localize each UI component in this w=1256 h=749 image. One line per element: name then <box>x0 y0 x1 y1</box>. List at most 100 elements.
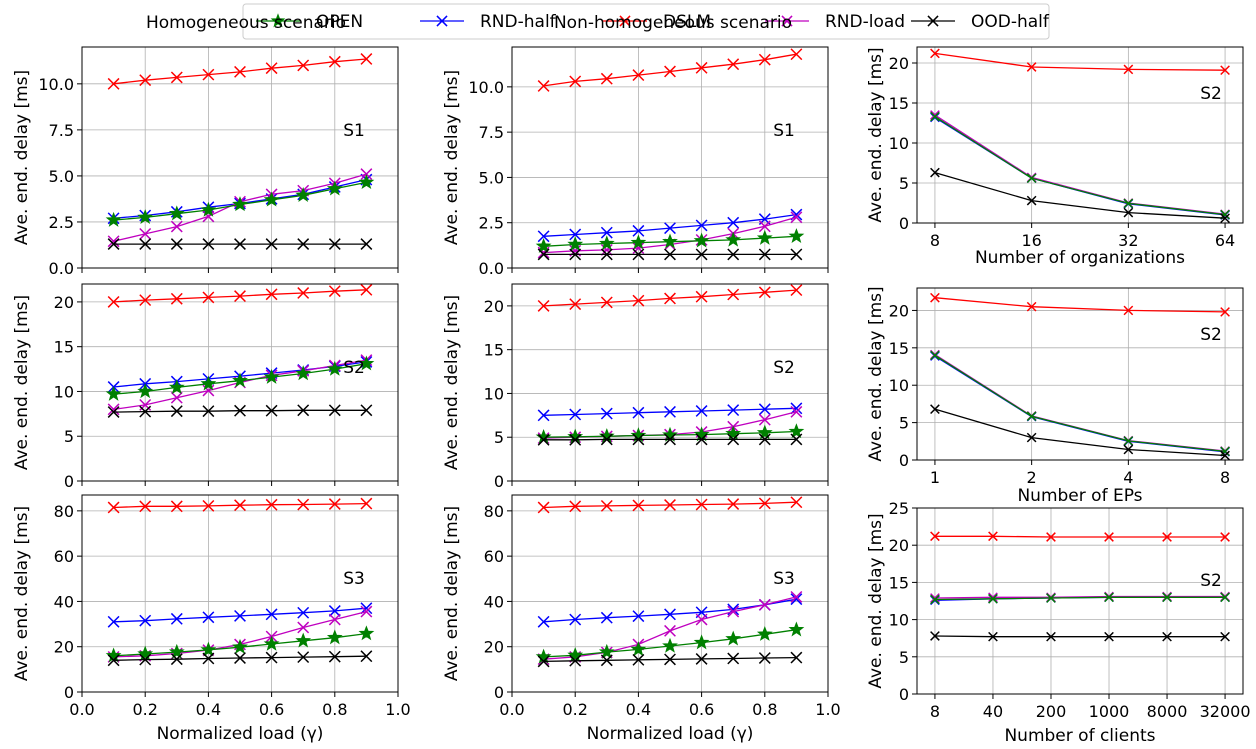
data-point <box>695 653 708 665</box>
series-rnd-half <box>107 602 373 628</box>
data-point <box>1026 411 1037 422</box>
y-tick-label: 5 <box>64 427 74 446</box>
data-point <box>758 652 771 664</box>
x-tick-label: 0.4 <box>626 700 651 719</box>
x-tick-label: 4 <box>1123 468 1133 487</box>
data-point <box>1220 213 1230 224</box>
x-tick-label: 8 <box>930 231 940 250</box>
data-point <box>170 653 183 666</box>
data-point <box>930 631 940 641</box>
data-point <box>632 294 645 307</box>
series-line <box>543 53 797 87</box>
axes-frame <box>81 46 399 269</box>
series-rnd-half <box>537 208 803 243</box>
data-point <box>569 433 582 446</box>
axes-frame <box>916 507 1244 695</box>
data-point <box>234 609 246 622</box>
data-point <box>788 621 805 637</box>
data-point <box>535 237 552 253</box>
grid <box>82 47 398 269</box>
data-point <box>105 211 122 227</box>
plot-hom-s2: 0 5 10 15 20 Ave. end. delay [ms] S2 <box>12 283 399 491</box>
data-point <box>1162 631 1172 642</box>
legend: OPEN RND-half DSLM RND-load OOD-half <box>242 3 1050 40</box>
series-ood-half <box>537 433 803 446</box>
data-point <box>263 191 280 207</box>
data-point <box>295 186 312 202</box>
series-ood-half <box>537 651 803 668</box>
data-point <box>537 80 550 92</box>
series-open <box>535 423 805 444</box>
data-point <box>695 219 708 232</box>
data-point <box>202 291 215 304</box>
legend-label: OOD-half <box>971 12 1050 32</box>
x-tick-label: 0.0 <box>69 700 94 719</box>
data-point <box>664 65 676 78</box>
data-point <box>328 650 341 663</box>
data-point <box>569 500 582 513</box>
data-point <box>758 248 771 261</box>
legend-marker <box>781 15 793 27</box>
series-line <box>934 116 1226 216</box>
data-point <box>1046 631 1056 642</box>
series-dslm <box>107 283 373 308</box>
data-point <box>569 228 582 241</box>
x-axis-label: Normalized load (γ) <box>587 724 754 744</box>
data-point <box>139 405 152 418</box>
data-point <box>695 248 708 261</box>
data-point <box>139 294 152 307</box>
series-line <box>934 171 1226 219</box>
x-tick-label: 8000 <box>1147 702 1188 721</box>
y-tick-label: 60 <box>54 547 74 566</box>
data-point <box>600 499 613 512</box>
data-point <box>265 288 278 301</box>
series-open <box>535 228 805 253</box>
data-point <box>790 590 803 603</box>
y-tick-label: 20 <box>484 638 504 657</box>
data-point <box>202 499 215 512</box>
data-point <box>695 61 708 74</box>
data-point <box>664 608 676 621</box>
data-point <box>360 168 373 181</box>
data-point <box>758 53 771 66</box>
series-rnd-half <box>537 402 803 422</box>
data-point <box>664 405 676 418</box>
series-open <box>535 621 805 664</box>
legend-label: RND-load <box>825 12 905 32</box>
grid <box>512 284 828 482</box>
y-axis-label: Ave. end. delay [ms] <box>12 295 32 470</box>
y-axis-label: Ave. end. delay [ms] <box>12 506 32 681</box>
series-rnd-half <box>537 593 803 628</box>
plot-hom-s3: 0 20 40 60 80 0.0 0.2 0.4 0.6 0.8 1.0 Ave. end. del… <box>12 494 411 744</box>
data-point <box>727 433 740 446</box>
y-tick-label: 0 <box>899 214 909 233</box>
data-point <box>234 290 246 303</box>
data-point <box>725 231 742 247</box>
data-point <box>170 238 183 250</box>
data-point <box>600 226 613 239</box>
x-axis-label: Normalized load (γ) <box>157 724 324 744</box>
data-point <box>630 234 647 250</box>
data-point <box>930 167 940 178</box>
data-point <box>632 499 645 512</box>
series-ood-half <box>107 650 373 667</box>
y-tick-label: 15 <box>889 339 909 358</box>
y-axis-label: Ave. end. delay [ms] <box>866 286 886 461</box>
series-line <box>934 535 1226 538</box>
series-rnd-half <box>930 112 1230 220</box>
data-point <box>600 248 613 261</box>
series-line <box>934 408 1226 457</box>
data-point <box>664 292 676 305</box>
plot-nonhom-s2: 0 5 10 15 20 Ave. end. delay [ms] S2 <box>442 283 829 491</box>
data-point <box>234 652 246 664</box>
data-point <box>263 635 280 651</box>
data-point <box>326 629 343 645</box>
data-point <box>1104 592 1114 603</box>
data-point <box>168 205 185 221</box>
y-tick-label: 80 <box>54 502 74 521</box>
data-point <box>202 652 215 665</box>
data-point <box>790 248 803 261</box>
data-point <box>105 647 122 663</box>
data-point <box>632 69 645 82</box>
